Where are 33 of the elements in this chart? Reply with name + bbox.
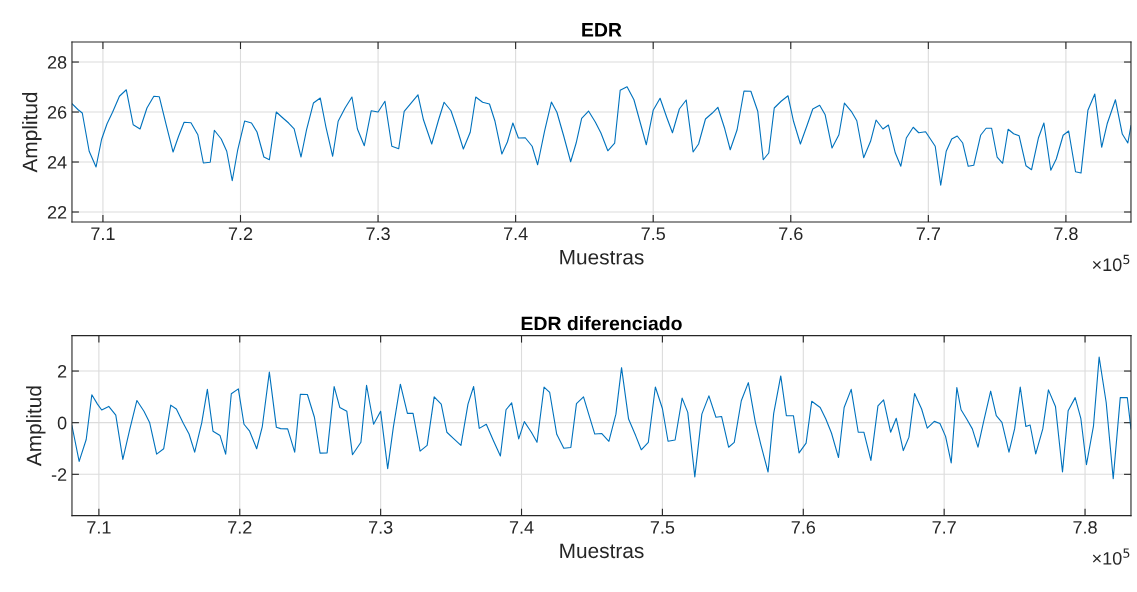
y-tick-label: 0 (57, 416, 67, 430)
x-tick-label: 7.8 (1073, 520, 1097, 534)
x-tick-label: 7.7 (932, 521, 956, 534)
x-tick-label: 7.6 (791, 520, 816, 534)
y-tick-label: -2 (51, 468, 67, 481)
y-tick-label: 22 (47, 205, 67, 219)
chart-title: EDR (582, 23, 622, 37)
x-tick-label: 7.4 (504, 227, 528, 240)
x-tick-label: 7.8 (1054, 227, 1078, 241)
x-tick-label: 7.5 (641, 227, 665, 241)
y-tick-label: 26 (47, 105, 67, 119)
x-tick-label: 7.2 (228, 227, 253, 240)
x-axis-title: Muestras (560, 543, 644, 559)
line-series (71, 86, 1131, 186)
x-tick-label: 7.6 (779, 227, 803, 241)
line-series (71, 356, 1131, 480)
x-tick-label: 7.3 (369, 520, 393, 534)
y-tick-label: 2 (57, 364, 67, 378)
x-tick-label: 7.5 (650, 521, 675, 534)
y-tick-label: 28 (47, 55, 67, 69)
x-tick-label: 7.3 (366, 227, 390, 241)
x-tick-label: 7.2 (228, 520, 252, 534)
text: ×10$^{5}$ (1092, 254, 1130, 272)
x-tick-label: 7.7 (916, 227, 940, 240)
y-axis-title: Amplitud (22, 92, 42, 173)
y-tick-label: 24 (47, 155, 67, 169)
y-axis-title: Amplitud (26, 386, 46, 467)
x-tick-label: 7.4 (509, 521, 534, 534)
x-axis-title: Muestras (560, 250, 644, 265)
x-tick-label: 7.1 (91, 227, 115, 240)
x-tick-label: 7.1 (87, 521, 111, 534)
chart-title: EDR diferenciado (521, 316, 682, 331)
text: ×10$^{5}$ (1092, 548, 1130, 565)
